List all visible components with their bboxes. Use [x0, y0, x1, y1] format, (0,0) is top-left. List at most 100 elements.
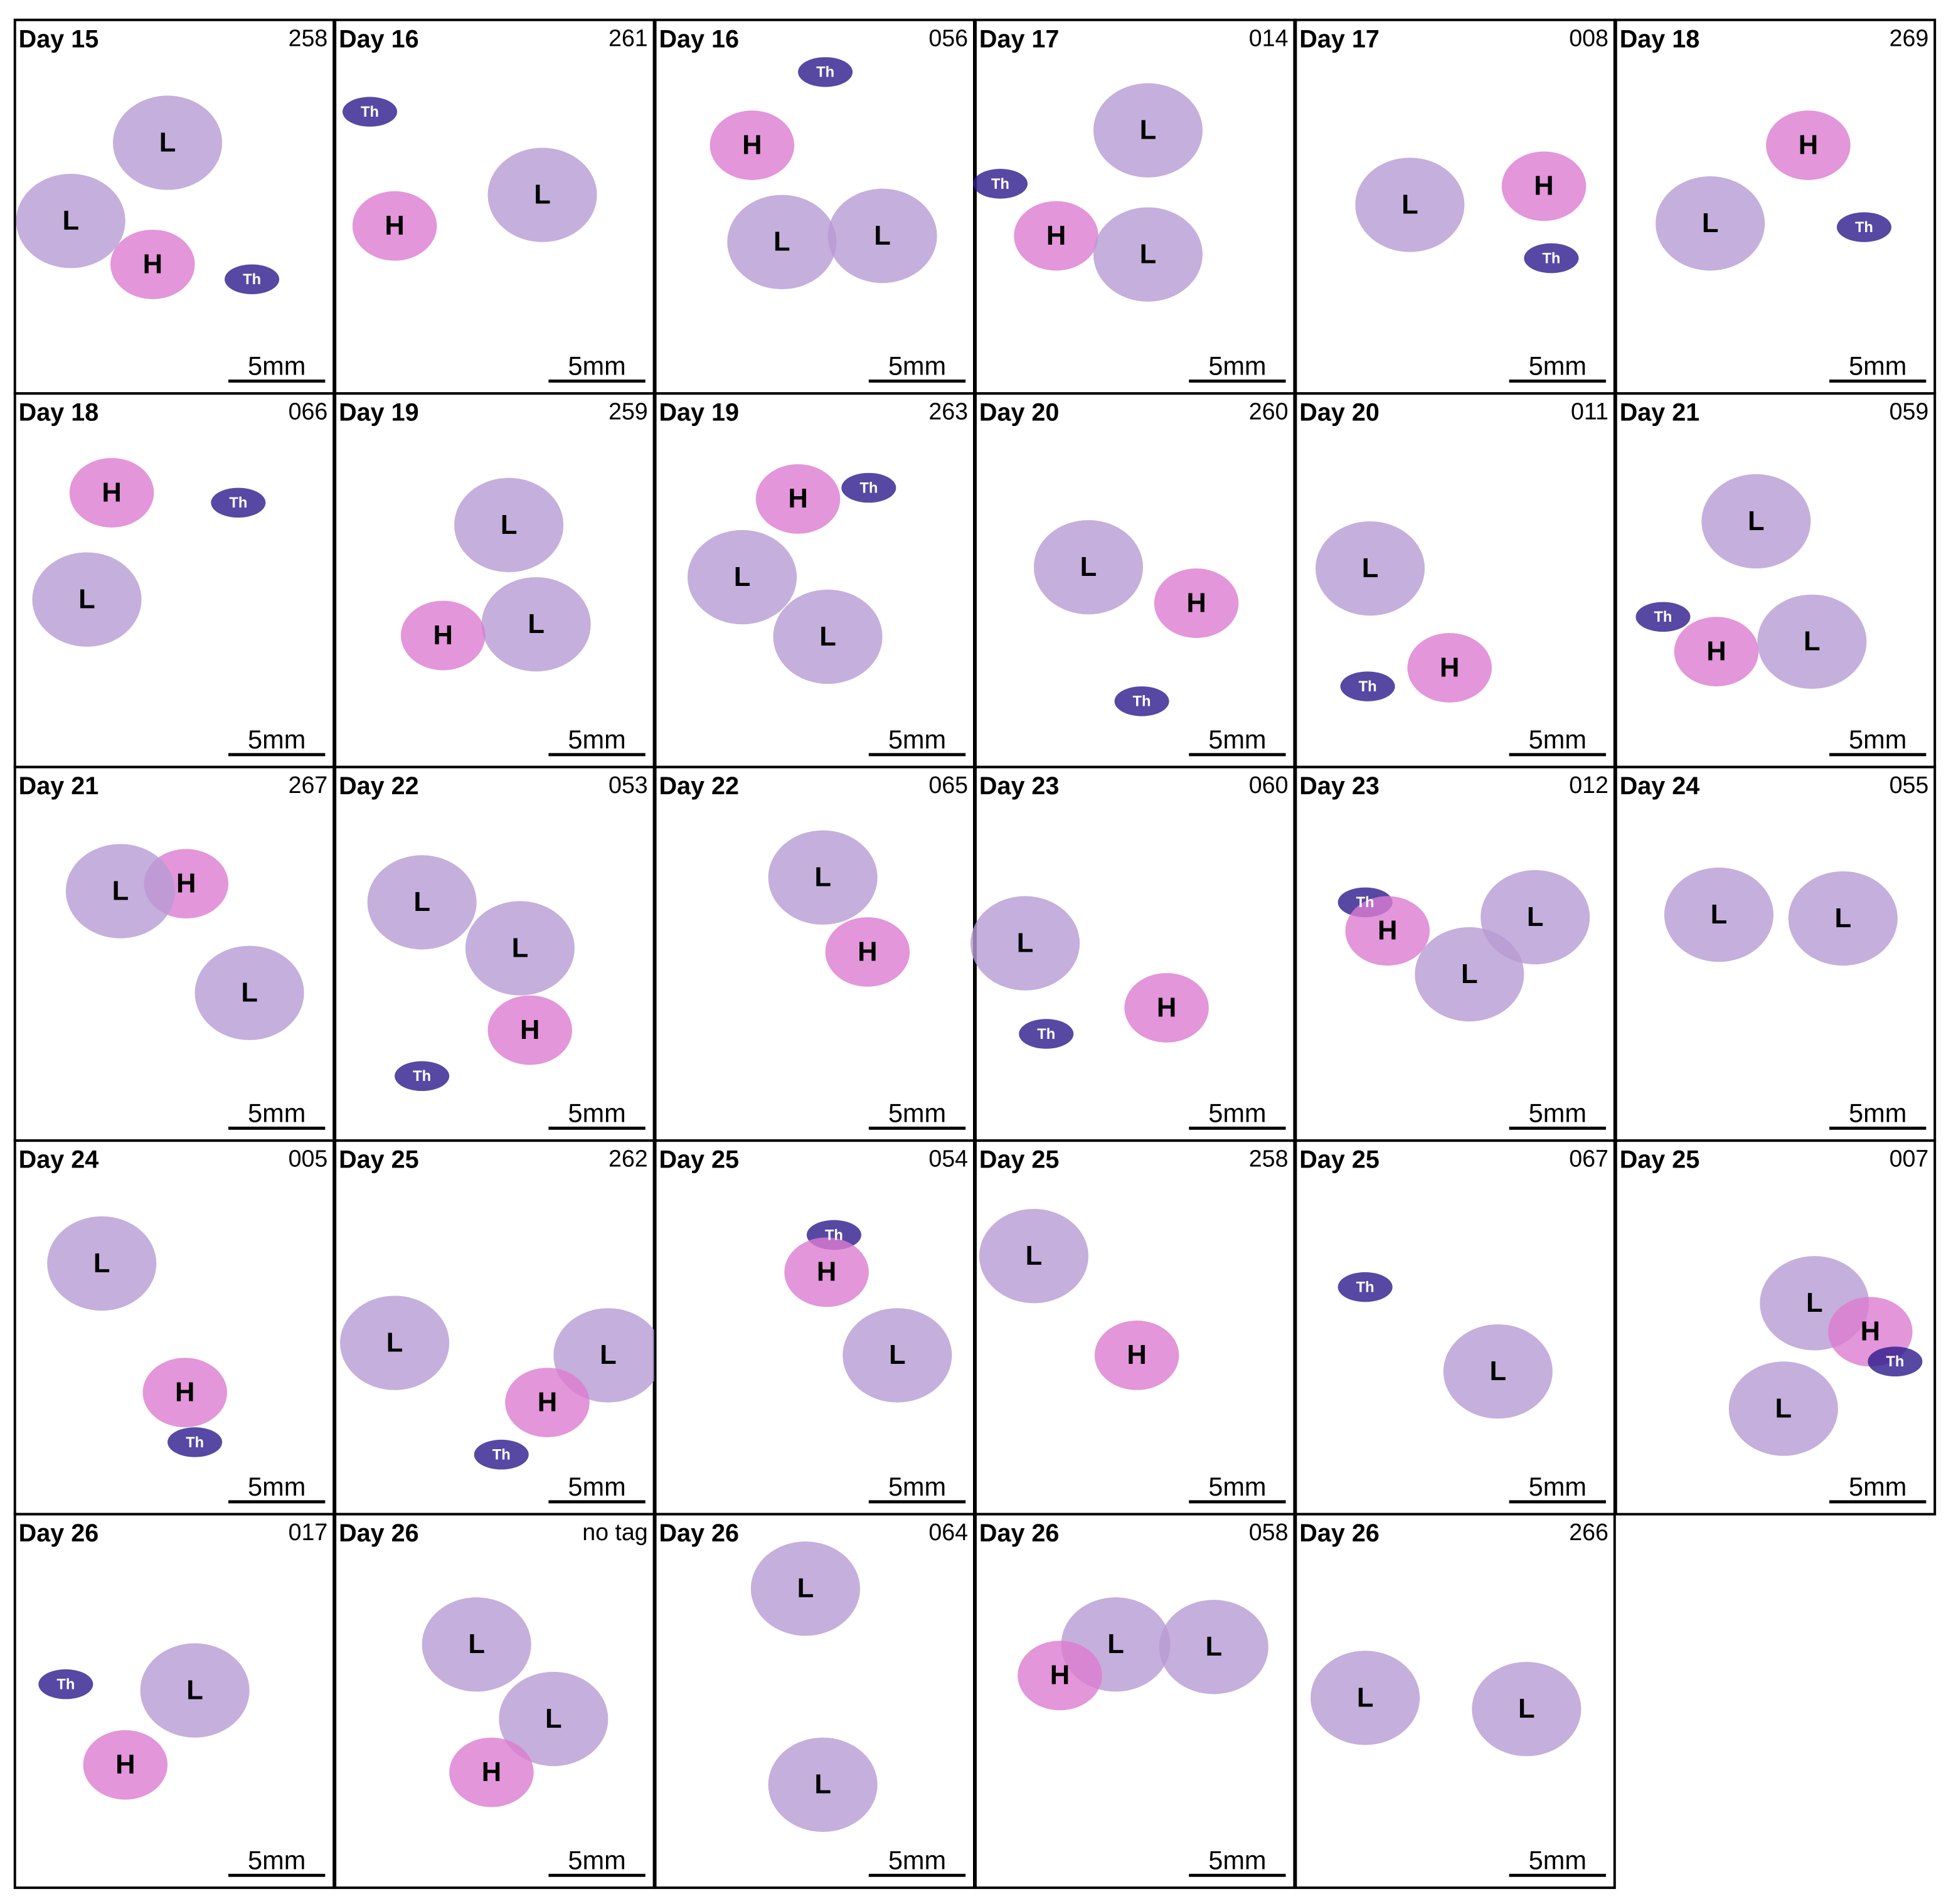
tissue-region — [687, 529, 797, 625]
tissue-label: H — [1127, 1340, 1146, 1370]
scale-label: 5mm — [248, 1098, 306, 1127]
day-label: Day 25 — [979, 1146, 1060, 1174]
tissue-region — [211, 487, 266, 518]
tissue-region — [1014, 201, 1098, 271]
tissue-label: L — [797, 1573, 814, 1604]
sample-tag: 060 — [1249, 772, 1289, 798]
panel-frame — [13, 765, 336, 1142]
tissue-label: L — [1026, 1241, 1043, 1271]
tissue-label: L — [1527, 902, 1544, 932]
tissue-region — [465, 901, 575, 996]
sample-tag: 258 — [1249, 1146, 1289, 1172]
tissue-region — [1757, 594, 1867, 689]
tissue-label: L — [1711, 900, 1728, 930]
tissue-label: L — [1140, 239, 1157, 269]
tissue-label: Th — [1359, 679, 1377, 695]
day-label: Day 26 — [1299, 1519, 1380, 1547]
sample-tag: 053 — [609, 772, 648, 798]
tissue-label: Th — [1654, 609, 1672, 625]
tissue-region — [970, 896, 1080, 991]
tissue-label: Th — [492, 1447, 511, 1464]
day-label: Day 26 — [19, 1519, 99, 1547]
sample-tag: 017 — [289, 1519, 328, 1545]
tissue-label: L — [734, 562, 751, 592]
sample-tag: 269 — [1890, 24, 1929, 51]
day-label: Day 25 — [1620, 1146, 1700, 1174]
tissue-label: Th — [1542, 250, 1560, 267]
day-label: Day 20 — [1299, 399, 1380, 427]
tissue-label: Th — [1855, 220, 1873, 236]
sample-tag: 005 — [289, 1146, 328, 1172]
tissue-region — [973, 169, 1028, 199]
tissue-label: L — [1140, 115, 1157, 146]
scale-label: 5mm — [1529, 1098, 1587, 1127]
tissue-region — [1093, 207, 1203, 302]
day-label: Day 22 — [659, 772, 739, 800]
scale-label: 5mm — [248, 725, 306, 754]
day-label: Day 23 — [1299, 772, 1380, 800]
tissue-region — [841, 472, 896, 503]
day-label: Day 16 — [339, 25, 419, 53]
tissue-region — [38, 1669, 93, 1699]
tissue-region — [1788, 871, 1898, 966]
tissue-region — [827, 188, 937, 284]
tissue-label: L — [1362, 553, 1379, 583]
panel-frame — [974, 1513, 1296, 1890]
tissue-label: Th — [1356, 895, 1374, 911]
tissue-region — [710, 110, 795, 180]
sample-tag: 260 — [1249, 398, 1289, 425]
tissue-region — [499, 1671, 609, 1767]
day-label: Day 25 — [659, 1146, 739, 1174]
day-label: Day 22 — [339, 772, 419, 800]
tissue-region — [1501, 151, 1587, 221]
day-label: Day 19 — [339, 399, 419, 427]
tissue-label: L — [501, 510, 518, 540]
tissue-region — [1836, 212, 1891, 242]
tissue-label: Th — [413, 1068, 431, 1085]
tissue-region — [454, 477, 564, 573]
tissue-region — [505, 1368, 590, 1437]
scale-label: 5mm — [568, 1472, 625, 1501]
tissue-region — [1635, 602, 1691, 632]
sample-tag: 012 — [1569, 772, 1608, 798]
tissue-region — [1472, 1662, 1582, 1757]
tissue-label: H — [1861, 1317, 1880, 1347]
tissue-label: L — [1357, 1683, 1374, 1713]
tissue-region — [1154, 568, 1239, 638]
sample-tag: 262 — [609, 1146, 648, 1172]
scale-label: 5mm — [1208, 1472, 1266, 1501]
scale-label: 5mm — [1849, 1472, 1906, 1501]
tissue-label: L — [545, 1704, 562, 1734]
tissue-label: L — [186, 1675, 203, 1705]
tissue-region — [1114, 686, 1169, 716]
day-label: Day 23 — [979, 772, 1060, 800]
sample-tag: 064 — [928, 1519, 968, 1545]
tissue-label: L — [1806, 1288, 1823, 1318]
tissue-region — [474, 1439, 529, 1470]
tissue-region — [1415, 927, 1524, 1022]
tissue-region — [400, 600, 486, 671]
day-label: Day 18 — [1620, 25, 1700, 53]
scale-label: 5mm — [1208, 1098, 1266, 1127]
tissue-region — [750, 1541, 860, 1636]
day-label: Day 25 — [339, 1146, 419, 1174]
tissue-region — [167, 1427, 223, 1457]
tissue-region — [1033, 520, 1144, 615]
scale-label: 5mm — [1849, 725, 1906, 754]
tissue-region — [487, 995, 573, 1065]
tissue-label: Th — [1886, 1354, 1904, 1370]
tissue-label: L — [1401, 189, 1418, 220]
tissue-region — [1124, 973, 1209, 1043]
tissue-label: L — [78, 584, 95, 614]
scale-label: 5mm — [1849, 1098, 1906, 1127]
scale-label: 5mm — [1529, 351, 1587, 381]
tissue-label: H — [1186, 588, 1206, 618]
tissue-label: H — [482, 1757, 501, 1787]
tissue-label: L — [1461, 959, 1478, 989]
scale-label: 5mm — [248, 351, 306, 381]
tissue-label: L — [814, 1770, 831, 1800]
tissue-label: L — [600, 1340, 617, 1370]
tissue-label: H — [817, 1257, 836, 1287]
tissue-region — [343, 97, 398, 127]
panel-frame — [654, 765, 976, 1142]
